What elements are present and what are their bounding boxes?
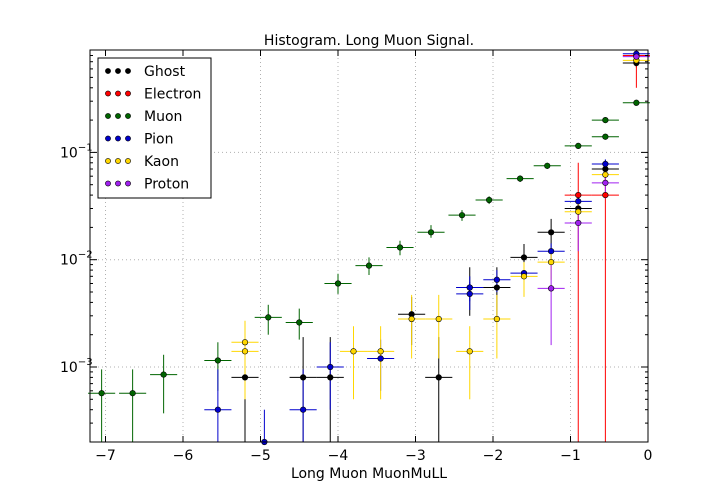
x-tick-label: −5 <box>250 448 271 464</box>
point-proton <box>548 285 555 292</box>
legend-marker <box>115 158 121 164</box>
point-ghost <box>435 374 442 381</box>
point-kaon <box>241 348 249 355</box>
legend-marker <box>115 180 121 187</box>
x-tick-label: −3 <box>405 448 426 464</box>
point-kaon <box>350 348 357 355</box>
legend-marker <box>125 180 131 187</box>
point-electron <box>602 191 609 199</box>
point-muon <box>160 371 167 378</box>
legend-label-electron: Electron <box>144 87 201 103</box>
legend-box <box>97 57 212 199</box>
x-tick-label: −1 <box>560 448 581 464</box>
data-points <box>98 50 640 446</box>
legend-marker <box>105 158 111 164</box>
point-pion <box>575 198 582 205</box>
point-kaon <box>466 348 473 355</box>
point-pion <box>327 363 334 371</box>
point-proton <box>602 179 609 186</box>
point-muon <box>129 390 136 397</box>
legend-label-ghost: Ghost <box>144 64 186 80</box>
legend-marker <box>115 90 121 97</box>
point-muon <box>296 319 303 326</box>
point-electron <box>575 191 582 199</box>
point-ghost <box>548 229 555 236</box>
point-kaon <box>575 208 582 215</box>
point-pion <box>377 355 384 362</box>
legend-marker <box>125 135 131 142</box>
legend: Ghost Electron Muon Pion Kaon Proton <box>97 57 212 199</box>
point-kaon <box>408 315 415 323</box>
point-proton <box>575 219 582 227</box>
point-pion <box>466 290 473 297</box>
legend-marker <box>105 113 111 119</box>
point-ghost <box>520 254 528 261</box>
point-muon <box>265 314 272 321</box>
point-ghost <box>327 374 334 381</box>
x-tick-label: −4 <box>328 448 349 464</box>
legend-marker <box>105 180 111 187</box>
legend-label-muon: Muon <box>144 109 182 125</box>
point-pion <box>466 284 473 291</box>
legend-marker <box>115 68 121 74</box>
point-proton <box>633 53 640 60</box>
legend-marker <box>105 135 111 142</box>
point-pion <box>602 160 609 168</box>
point-muon <box>633 99 640 106</box>
legend-marker <box>125 158 131 164</box>
point-muon <box>98 390 105 397</box>
point-muon <box>575 142 582 149</box>
point-muon <box>427 229 435 236</box>
point-kaon <box>602 171 609 178</box>
x-tick-label: 0 <box>644 448 653 464</box>
chart-title: Histogram. Long Muon Signal. <box>264 33 474 49</box>
y-tick-label: 10−1 <box>60 142 93 161</box>
point-muon <box>334 280 342 287</box>
y-tick-label: 10−3 <box>60 357 93 376</box>
point-muon <box>214 357 221 364</box>
legend-marker <box>125 68 131 74</box>
point-kaon <box>548 258 555 266</box>
legend-marker <box>125 113 131 119</box>
legend-label-proton: Proton <box>144 177 189 193</box>
point-muon <box>602 116 609 124</box>
point-ghost <box>493 284 500 291</box>
legend-marker <box>115 113 121 119</box>
point-pion <box>493 276 500 283</box>
point-pion <box>214 406 221 413</box>
point-muon <box>517 175 524 182</box>
point-muon <box>602 133 609 140</box>
point-kaon <box>377 348 384 355</box>
point-kaon <box>493 315 500 323</box>
legend-label-kaon: Kaon <box>144 154 179 170</box>
point-muon <box>396 244 404 251</box>
x-axis-label: Long Muon MuonMuLL <box>291 466 447 482</box>
legend-marker <box>105 68 111 74</box>
point-muon <box>486 196 493 204</box>
point-pion <box>548 248 555 255</box>
point-muon <box>544 162 551 169</box>
legend-marker <box>125 90 131 97</box>
y-tick-label: 10−2 <box>60 250 93 269</box>
x-axis: −7 −6 −5 −4 −3 −2 −1 0 <box>95 50 652 464</box>
point-muon <box>365 262 373 269</box>
point-ghost <box>300 374 307 381</box>
legend-marker <box>115 135 121 142</box>
point-pion <box>300 406 307 413</box>
plot-border <box>89 49 649 443</box>
legend-label-pion: Pion <box>144 132 173 148</box>
x-tick-label: −6 <box>173 448 194 464</box>
point-muon <box>458 212 466 219</box>
legend-marker <box>105 90 111 97</box>
x-tick-label: −2 <box>483 448 504 464</box>
point-ghost <box>241 374 249 381</box>
point-kaon <box>520 273 528 280</box>
x-tick-label: −7 <box>95 448 116 464</box>
point-kaon <box>241 339 249 346</box>
point-kaon <box>435 315 442 323</box>
